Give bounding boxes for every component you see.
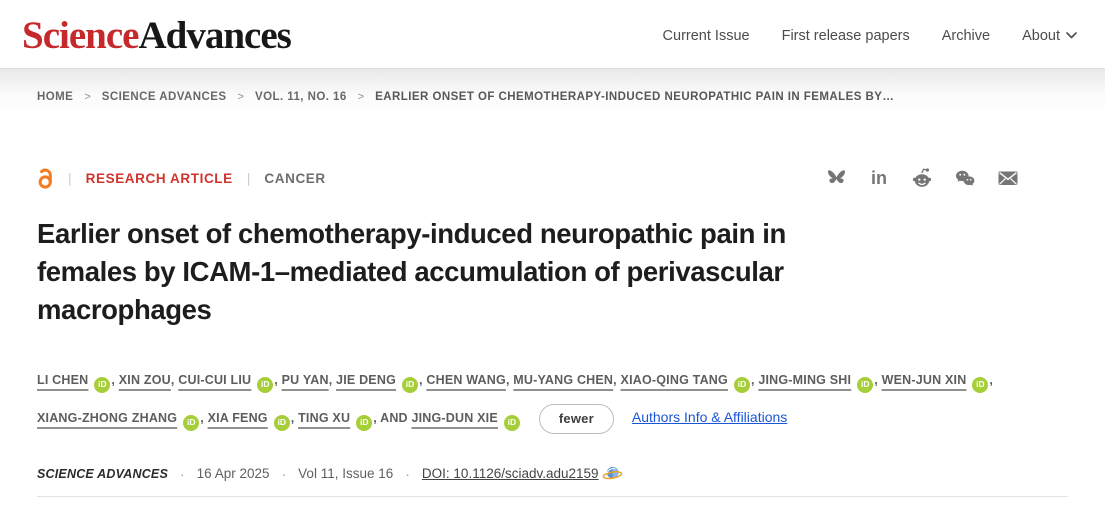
meta-bullet: ·: [180, 465, 185, 482]
volume-issue: Vol 11, Issue 16: [298, 466, 394, 481]
orcid-icon[interactable]: iD: [857, 376, 874, 393]
author-list: LI CHEN iD, XIN ZOU, CUI-CUI LIU iD, PU YA…: [37, 373, 993, 431]
share-icons: in: [824, 166, 1020, 190]
article-subject-label[interactable]: CANCER: [264, 170, 326, 186]
reddit-icon[interactable]: [910, 166, 934, 190]
author-link[interactable]: XIANG-ZHONG ZHANG: [37, 411, 178, 425]
fewer-button[interactable]: fewer: [538, 403, 614, 434]
site-header: ScienceAdvances Current Issue First rele…: [0, 0, 1105, 69]
publication-date: 16 Apr 2025: [196, 466, 270, 481]
orcid-icon[interactable]: iD: [503, 414, 520, 431]
orcid-icon[interactable]: iD: [402, 376, 418, 393]
orcid-icon[interactable]: iD: [183, 414, 200, 431]
breadcrumb-science-advances[interactable]: SCIENCE ADVANCES: [101, 91, 227, 103]
badge-divider: |: [68, 170, 72, 186]
meta-bullet: ·: [405, 465, 410, 482]
nav-first-release-papers-label: First release papers: [781, 27, 910, 44]
author-link[interactable]: JIE DENG: [336, 373, 396, 387]
and-label: AND: [380, 411, 412, 425]
wechat-icon[interactable]: [953, 166, 977, 190]
orcid-icon[interactable]: iD: [733, 376, 750, 393]
section-divider: [37, 496, 1068, 497]
article-badges: | RESEARCH ARTICLE | CANCER: [37, 167, 326, 190]
author-link[interactable]: PU YAN: [281, 373, 329, 387]
breadcrumb-separator: >: [237, 91, 244, 103]
authors-row: LI CHEN iD, XIN ZOU, CUI-CUI LIU iD, PU YA…: [37, 362, 1027, 437]
breadcrumb: HOME > SCIENCE ADVANCES > VOL. 11, NO. 1…: [37, 91, 1068, 103]
open-access-icon: [37, 167, 54, 190]
article-meta-row: | RESEARCH ARTICLE | CANCER in: [37, 166, 1068, 190]
author-link[interactable]: CHEN WANG: [426, 373, 506, 387]
author-link[interactable]: XIN ZOU: [118, 373, 171, 387]
main-nav: Current Issue First release papers Archi…: [663, 28, 1077, 44]
bluesky-icon[interactable]: [824, 166, 848, 190]
author-link[interactable]: XIA FENG: [207, 411, 268, 425]
author-link[interactable]: LI CHEN: [37, 373, 89, 387]
nav-first-release-papers[interactable]: First release papers: [782, 28, 910, 44]
email-icon[interactable]: [996, 166, 1020, 190]
badge-divider: |: [246, 170, 251, 186]
journal-name: SCIENCE ADVANCES: [37, 466, 168, 481]
meta-bullet: ·: [281, 465, 287, 482]
author-link[interactable]: WEN-JUN XIN: [881, 373, 967, 387]
journal-meta-row: SCIENCE ADVANCES · 16 Apr 2025 · Vol 11,…: [37, 465, 1068, 482]
orcid-icon[interactable]: iD: [356, 414, 373, 431]
nav-archive[interactable]: Archive: [942, 28, 990, 44]
linkedin-icon[interactable]: in: [871, 168, 887, 188]
breadcrumb-band: HOME > SCIENCE ADVANCES > VOL. 11, NO. 1…: [0, 69, 1105, 118]
author-link[interactable]: TING XU: [298, 411, 351, 425]
logo-science-text: Science: [22, 14, 139, 57]
article-header: | RESEARCH ARTICLE | CANCER in: [0, 166, 1105, 497]
nav-about[interactable]: About: [1022, 28, 1077, 44]
chevron-down-icon: [1066, 32, 1077, 39]
author-link[interactable]: CUI-CUI LIU: [178, 373, 252, 387]
orcid-icon[interactable]: iD: [972, 376, 989, 393]
breadcrumb-volume-issue[interactable]: VOL. 11, NO. 16: [254, 91, 347, 103]
author-link[interactable]: JING-DUN XIE: [411, 411, 498, 425]
doi-badge-icon[interactable]: [602, 465, 622, 482]
author-link[interactable]: XIAO-QING TANG: [620, 373, 728, 387]
orcid-icon[interactable]: iD: [273, 414, 290, 431]
nav-archive-label: Archive: [941, 27, 991, 44]
article-title: Earlier onset of chemotherapy-induced ne…: [37, 218, 786, 325]
authors-info-affiliations-link[interactable]: Authors Info & Affiliations: [631, 409, 788, 425]
article-type-label[interactable]: RESEARCH ARTICLE: [85, 170, 233, 186]
orcid-icon[interactable]: iD: [257, 376, 274, 393]
doi-link[interactable]: DOI: 10.1126/sciadv.adu2159: [421, 466, 599, 481]
nav-about-label: About: [1022, 27, 1060, 44]
breadcrumb-current-article: EARLIER ONSET OF CHEMOTHERAPY-INDUCED NE…: [375, 91, 895, 103]
author-link[interactable]: MU-YANG CHEN: [513, 373, 614, 387]
breadcrumb-home[interactable]: HOME: [37, 91, 74, 103]
nav-current-issue-label: Current Issue: [662, 27, 750, 44]
logo-advances-text: Advances: [138, 14, 291, 57]
breadcrumb-separator: >: [357, 91, 365, 103]
nav-current-issue[interactable]: Current Issue: [663, 28, 750, 44]
orcid-icon[interactable]: iD: [94, 376, 111, 393]
author-link[interactable]: JING-MING SHI: [758, 373, 852, 387]
science-advances-logo[interactable]: ScienceAdvances: [22, 14, 292, 57]
breadcrumb-separator: >: [84, 91, 91, 103]
